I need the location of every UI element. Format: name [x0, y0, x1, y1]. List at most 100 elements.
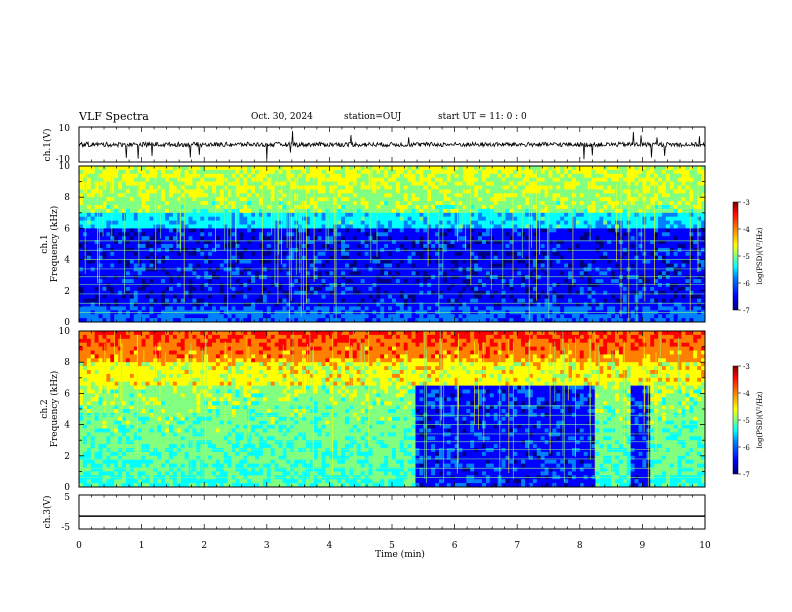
spectrogram-cell — [200, 279, 205, 284]
spectrogram-cell — [411, 306, 416, 311]
spectrogram-cell — [427, 228, 432, 233]
spectrogram-cell — [474, 314, 479, 319]
spectrogram-cell — [341, 259, 346, 264]
spectrogram-cell — [435, 220, 440, 225]
spectrogram-cell — [431, 169, 436, 175]
spectrogram-cell — [528, 244, 534, 249]
spectrogram-cell — [423, 306, 428, 311]
spectrogram-cell — [153, 294, 158, 299]
spectrogram-cell — [431, 189, 436, 194]
spectrogram-cell — [407, 185, 412, 190]
spectrogram-cell — [528, 177, 534, 182]
spectrogram-cell — [266, 208, 272, 214]
spectrogram-cell — [302, 302, 307, 307]
spectrogram-cell — [270, 236, 276, 241]
spectrogram-cell — [474, 181, 479, 186]
spectrogram-cell — [478, 306, 483, 311]
spectrogram-cell — [521, 208, 526, 214]
spectrogram-cell — [564, 205, 569, 210]
spectrogram-cell — [235, 279, 240, 284]
spectrogram-cell — [548, 271, 553, 276]
spectrogram-cell — [536, 275, 542, 280]
spectrogram-cell — [176, 255, 182, 260]
spectrogram-cell — [466, 166, 471, 171]
spectrogram-cell — [278, 232, 283, 237]
spectrogram-cell — [509, 201, 514, 206]
spectrogram-cell — [345, 205, 350, 210]
spectrogram-cell — [364, 290, 369, 296]
spectrogram-cell — [258, 263, 264, 268]
spectrogram-cell — [141, 298, 146, 303]
spectrogram-cell — [79, 201, 84, 206]
spectrogram-cell — [356, 205, 362, 210]
spectrogram-cell — [278, 220, 283, 225]
spectrogram-cell — [172, 290, 178, 296]
spectrogram-cell — [505, 197, 510, 202]
spectrogram-cell — [505, 232, 510, 237]
spectrogram-cell — [337, 251, 342, 257]
spectrogram-cell — [196, 294, 201, 299]
spectrogram-cell — [395, 216, 401, 221]
spectrogram-cell — [431, 236, 436, 241]
spectrogram-cell — [122, 169, 127, 175]
spectrogram-cell — [399, 197, 405, 202]
spectrogram-cell — [110, 244, 115, 249]
spectrogram-cell — [305, 169, 311, 175]
spectrogram-cell — [497, 244, 502, 249]
spectrogram-cell — [305, 236, 311, 241]
spectrogram-cell — [403, 263, 409, 268]
spectrogram-cell — [235, 201, 240, 206]
spectrogram-cell — [204, 259, 209, 264]
spectrogram-cell — [489, 224, 495, 229]
spectrogram-cell — [399, 298, 405, 303]
spectrogram-cell — [435, 259, 440, 264]
spectrogram-cell — [474, 208, 479, 214]
spectrogram-cell — [544, 173, 549, 179]
spectrogram-cell — [247, 306, 252, 311]
spectrogram-cell — [172, 251, 178, 257]
spectrogram-cell — [165, 169, 170, 175]
spectrogram-cell — [380, 263, 385, 268]
spectrogram-cell — [384, 286, 389, 292]
spectrogram-cell — [505, 240, 510, 245]
spectrogram-cell — [532, 318, 538, 323]
spectrogram-cell — [489, 298, 495, 303]
spectrogram-cell — [380, 267, 385, 272]
spectrogram-cell — [305, 205, 311, 210]
spectrogram-cell — [435, 298, 440, 303]
spectrogram-cell — [302, 283, 307, 288]
spectrogram-cell — [556, 236, 561, 241]
spectrogram-cell — [247, 302, 252, 307]
spectrogram-cell — [122, 181, 127, 186]
spectrogram-cell — [98, 220, 103, 225]
spectrogram-cell — [395, 290, 401, 296]
spectrogram-cell — [86, 173, 92, 179]
spectrogram-cell — [333, 224, 338, 229]
spectrogram-cell — [247, 177, 252, 182]
spectrogram-cell — [348, 259, 354, 264]
spectrogram-cell — [270, 240, 276, 245]
spectrogram-cell — [360, 185, 366, 190]
spectrogram-cell — [481, 224, 487, 229]
spectrogram-cell — [399, 240, 405, 245]
spectrogram-cell — [360, 283, 366, 288]
spectrogram-cell — [438, 181, 444, 186]
spectrogram-cell — [364, 216, 369, 221]
spectrogram-cell — [247, 244, 252, 249]
spectrogram-cell — [372, 216, 377, 221]
spectrogram-cell — [552, 275, 557, 280]
spectrogram-cell — [278, 181, 283, 186]
spectrogram-cell — [478, 212, 483, 218]
spectrogram-cell — [364, 205, 369, 210]
spectrogram-cell — [321, 205, 326, 210]
spectrogram-cell — [446, 283, 452, 288]
spectrogram-cell — [325, 220, 330, 225]
spectrogram-cell — [243, 259, 248, 264]
spectrogram-cell — [325, 236, 330, 241]
spectrogram-cell — [192, 275, 197, 280]
spectrogram-cell — [501, 216, 506, 221]
spectrogram-cell — [376, 290, 381, 296]
spectrogram-cell — [102, 259, 107, 264]
spectrogram-cell — [395, 283, 401, 288]
spectrogram-cell — [352, 298, 358, 303]
